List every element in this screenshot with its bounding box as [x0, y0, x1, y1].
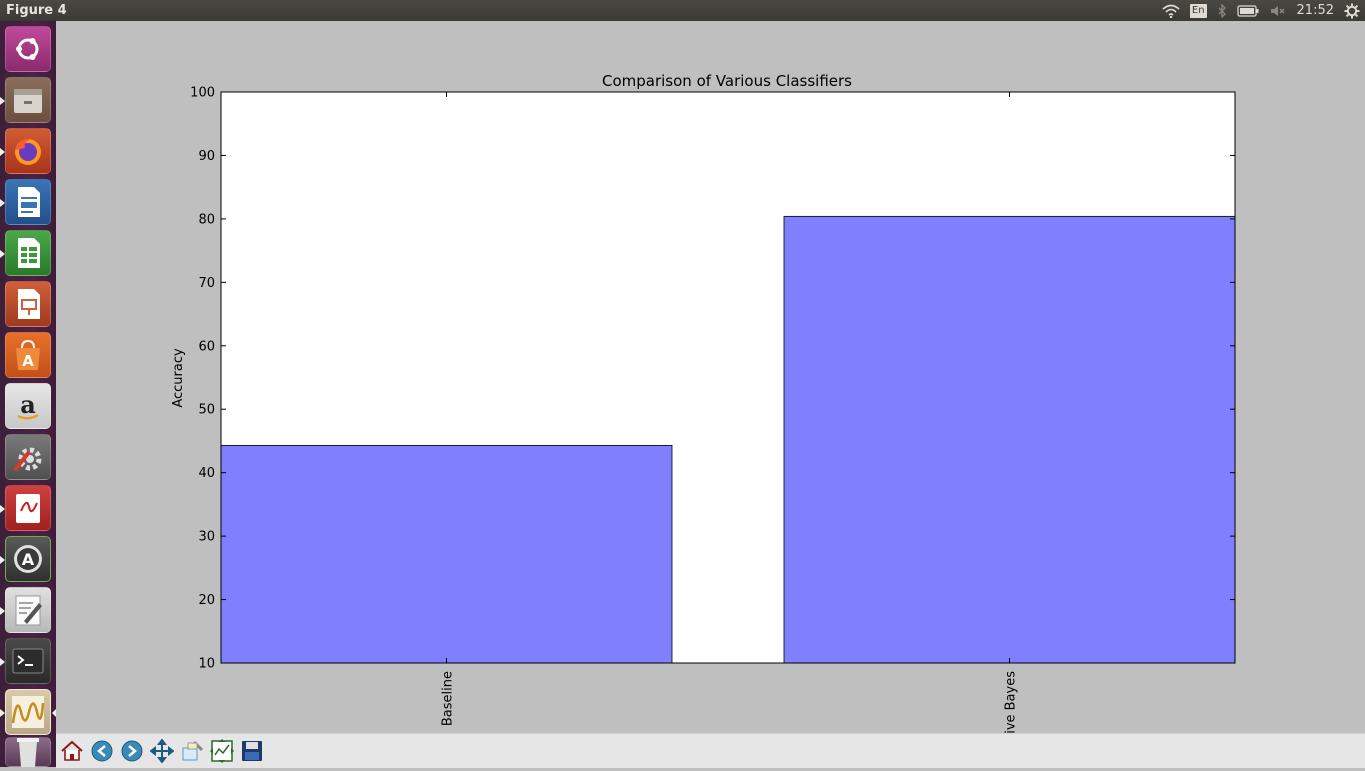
move-icon: [150, 739, 174, 763]
bar-chart: Comparison of Various Classifiers 10 20 30…: [171, 72, 1236, 733]
writer-icon: [18, 187, 40, 217]
figure-app-button[interactable]: [5, 689, 51, 735]
ubuntu-dash-icon: [16, 38, 39, 60]
system-settings-button[interactable]: [5, 434, 51, 480]
volume-muted-icon[interactable]: [1269, 0, 1287, 21]
y-tick-label: 20: [198, 593, 215, 608]
subplots-button[interactable]: [209, 738, 235, 764]
language-label: En: [1189, 3, 1207, 18]
evince-button[interactable]: [5, 485, 51, 531]
bar-0: [220, 444, 673, 664]
y-tick-label: 50: [198, 403, 215, 418]
svg-text:a: a: [20, 390, 36, 419]
save-button[interactable]: [239, 738, 265, 764]
keyboard-language-indicator[interactable]: En: [1189, 0, 1207, 21]
x-tick-label: ive Bayes: [1004, 671, 1019, 733]
files-button[interactable]: [5, 77, 51, 123]
y-tick-label: 70: [198, 276, 215, 291]
trash-icon: [17, 738, 39, 767]
subplots-icon: [210, 739, 234, 763]
amazon-button[interactable]: a: [5, 383, 51, 429]
figure-canvas[interactable]: Comparison of Various Classifiers 10 20 30…: [56, 21, 1365, 733]
firefox-icon: [15, 138, 41, 165]
impress-icon: [18, 289, 40, 319]
y-tick-label: 60: [198, 339, 215, 354]
software-updater-icon: A: [14, 545, 42, 573]
ubuntu-dash-button[interactable]: [5, 26, 51, 72]
terminal-button[interactable]: [5, 638, 51, 684]
y-tick-label: 10: [198, 657, 215, 672]
text-editor-icon: [15, 595, 42, 626]
plot-frame: [220, 91, 1236, 664]
svg-text:A: A: [22, 550, 35, 569]
x-tick-label: Baseline: [441, 671, 456, 726]
terminal-icon: [12, 648, 44, 674]
system-tray: En 21:52: [1157, 0, 1365, 21]
y-tick-label: 100: [190, 86, 215, 101]
window-title: Figure 4: [6, 3, 67, 18]
system-settings-icon: [13, 447, 42, 472]
top-panel: Figure 4 En 21:52: [0, 0, 1365, 21]
home-button[interactable]: [59, 738, 85, 764]
wifi-icon[interactable]: [1162, 0, 1180, 21]
bluetooth-icon[interactable]: [1217, 0, 1227, 21]
firefox-button[interactable]: [5, 128, 51, 174]
software-center-button[interactable]: A: [5, 332, 51, 378]
y-tick-label: 30: [198, 530, 215, 545]
impress-button[interactable]: [5, 281, 51, 327]
arrow-left-icon: [91, 740, 113, 762]
y-tick-label: 40: [198, 466, 215, 481]
floppy-icon: [242, 741, 262, 761]
forward-button[interactable]: [119, 738, 145, 764]
zoom-button[interactable]: [179, 738, 205, 764]
software-center-icon: A: [16, 339, 40, 370]
session-gear-icon[interactable]: [1344, 0, 1360, 21]
arrow-right-icon: [121, 740, 143, 762]
y-tick-label: 80: [198, 212, 215, 227]
back-button[interactable]: [89, 738, 115, 764]
calc-icon: [18, 238, 40, 268]
evince-icon: [16, 494, 40, 523]
chart-title: Comparison of Various Classifiers: [602, 72, 852, 90]
software-updater-button[interactable]: A: [5, 536, 51, 582]
navigation-toolbar: [56, 733, 1365, 768]
figure-app-icon: [11, 696, 45, 728]
writer-button[interactable]: [5, 179, 51, 225]
home-icon: [61, 740, 83, 761]
clock[interactable]: 21:52: [1296, 3, 1334, 18]
y-tick-label: 90: [198, 149, 215, 164]
svg-text:A: A: [22, 352, 34, 370]
files-icon: [14, 89, 42, 113]
pan-button[interactable]: [149, 738, 175, 764]
text-editor-button[interactable]: [5, 587, 51, 633]
bar-1: [783, 215, 1236, 664]
launcher: A a A: [0, 21, 56, 767]
zoom-rect-icon: [182, 740, 204, 761]
amazon-icon: a: [17, 390, 39, 420]
calc-button[interactable]: [5, 230, 51, 276]
trash-button[interactable]: [5, 737, 51, 767]
battery-icon[interactable]: [1236, 0, 1259, 21]
y-axis-label: Accuracy: [171, 348, 186, 408]
